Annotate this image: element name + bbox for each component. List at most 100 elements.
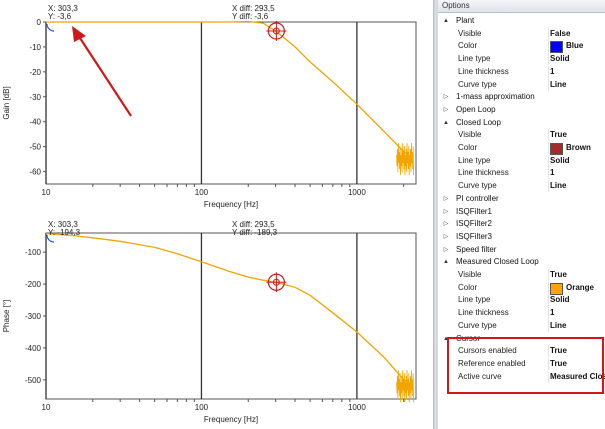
gain-x-tick-label: 10 — [42, 188, 51, 197]
property-name: Line thickness — [458, 308, 509, 318]
property-value[interactable]: True — [550, 130, 567, 140]
phase-chart[interactable]: -100 -200 -300 -400 -500 10 100 1000 Frequency [… — [0, 215, 433, 429]
expand-icon[interactable]: ▷ — [443, 221, 449, 228]
property-color[interactable]: Color Brown — [438, 142, 605, 155]
expand-icon[interactable]: ▷ — [443, 195, 449, 202]
column-divider — [548, 65, 549, 78]
color-swatch[interactable] — [550, 282, 563, 295]
category-closed-loop[interactable]: ▲ Closed Loop — [438, 117, 605, 129]
phase-diff-x-readout: X diff: 293,5 — [232, 220, 275, 229]
category-pi-controller[interactable]: ▷ PI controller — [438, 193, 605, 205]
collapse-icon[interactable]: ▲ — [443, 259, 449, 266]
property-value[interactable]: Solid — [550, 295, 570, 305]
property-line-type[interactable]: Line type Solid — [438, 154, 605, 167]
property-visible[interactable]: Visible True — [438, 269, 605, 281]
column-divider — [548, 345, 549, 358]
gain-active-cursor[interactable] — [266, 20, 287, 41]
property-name: Curve type — [458, 181, 497, 191]
category-label: Cursor — [456, 333, 481, 343]
category-measured-closed-loop[interactable]: ▲ Measured Closed Loop — [438, 256, 605, 268]
property-value[interactable]: Solid — [550, 54, 570, 64]
expand-icon[interactable]: ▷ — [443, 106, 449, 113]
category-label: Measured Closed Loop — [456, 257, 539, 267]
category-1-mass-approximation[interactable]: ▷ 1-mass approximation — [438, 91, 605, 103]
property-value[interactable]: Blue — [566, 41, 584, 51]
phase-y-tick-label: -400 — [25, 344, 42, 353]
phase-x-tick-label: 1000 — [348, 403, 366, 412]
property-name: Reference enabled — [458, 358, 526, 368]
options-panel: Options ▲ Plant Visible False Color Blue Line … — [438, 0, 605, 429]
phase-y-axis-label: Phase [°] — [2, 300, 11, 333]
property-value[interactable]: 1 — [550, 168, 555, 178]
property-value[interactable]: Solid — [550, 155, 570, 165]
property-value[interactable]: Line — [550, 181, 567, 191]
property-value[interactable]: False — [550, 28, 571, 38]
property-color[interactable]: Color Orange — [438, 281, 605, 295]
property-color[interactable]: Color Blue — [438, 40, 605, 54]
property-cursors-enabled[interactable]: Cursors enabled True — [438, 345, 605, 358]
collapse-icon[interactable]: ▲ — [443, 119, 449, 126]
category-plant[interactable]: ▲ Plant — [438, 15, 605, 27]
column-divider — [548, 142, 549, 154]
phase-active-cursor[interactable] — [266, 272, 287, 293]
gain-noise — [396, 143, 414, 176]
column-divider — [548, 27, 549, 40]
expand-icon[interactable]: ▷ — [443, 94, 449, 101]
property-curve-type[interactable]: Curve type Line — [438, 319, 605, 332]
expand-icon[interactable]: ▷ — [443, 208, 449, 215]
color-swatch[interactable] — [550, 41, 563, 54]
category-label: Plant — [456, 16, 475, 25]
property-visible[interactable]: Visible False — [438, 27, 605, 40]
category-isqfilter3[interactable]: ▷ ISQFilter3 — [438, 231, 605, 243]
property-line-thickness[interactable]: Line thickness 1 — [438, 65, 605, 78]
property-value[interactable]: 1 — [550, 308, 555, 318]
phase-y-tick-label: -500 — [25, 376, 42, 385]
category-isqfilter1[interactable]: ▷ ISQFilter1 — [438, 206, 605, 218]
gain-chart[interactable]: 0 -10 -20 -30 -40 -50 -60 10 100 1000 Frequency [H… — [0, 0, 433, 215]
category-cursor[interactable]: ▲ Cursor — [438, 333, 605, 345]
color-swatch[interactable] — [550, 143, 563, 155]
property-name: Cursors enabled — [458, 346, 517, 356]
phase-y-tick-label: -200 — [25, 280, 42, 289]
property-name: Line thickness — [458, 66, 509, 76]
property-reference-enabled[interactable]: Reference enabled True — [438, 357, 605, 370]
property-curve-type[interactable]: Curve type Line — [438, 180, 605, 193]
collapse-icon[interactable]: ▲ — [443, 335, 449, 342]
expand-icon[interactable]: ▷ — [443, 246, 449, 253]
panel-splitter[interactable] — [433, 0, 438, 429]
property-value[interactable]: Brown — [566, 143, 591, 152]
category-label: PI controller — [456, 193, 499, 203]
property-value[interactable]: Line — [550, 320, 567, 330]
property-value[interactable]: Orange — [566, 282, 595, 292]
property-name: Color — [458, 41, 478, 51]
options-header: Options — [438, 0, 605, 13]
column-divider — [548, 78, 549, 91]
phase-reference-cursor[interactable] — [46, 234, 55, 243]
gain-diff-y-readout: Y diff: -3,6 — [232, 12, 269, 21]
property-value[interactable]: Line — [550, 79, 567, 89]
gain-reference-cursor[interactable] — [46, 23, 55, 32]
property-value[interactable]: Measured Clos — [550, 371, 605, 381]
property-line-type[interactable]: Line type Solid — [438, 53, 605, 66]
column-divider — [548, 319, 549, 332]
collapse-icon[interactable]: ▲ — [443, 18, 449, 24]
property-line-thickness[interactable]: Line thickness 1 — [438, 167, 605, 180]
property-value[interactable]: 1 — [550, 66, 555, 76]
category-isqfilter2[interactable]: ▷ ISQFilter2 — [438, 218, 605, 230]
category-speed-filter[interactable]: ▷ Speed filter — [438, 244, 605, 256]
property-curve-type[interactable]: Curve type Line — [438, 78, 605, 91]
category-label: ISQFilter3 — [456, 231, 493, 241]
property-value[interactable]: True — [550, 270, 567, 279]
category-label: Open Loop — [456, 104, 496, 114]
property-line-type[interactable]: Line type Solid — [438, 294, 605, 307]
bode-plot-area[interactable]: 0 -10 -20 -30 -40 -50 -60 10 100 1000 Frequency [H… — [0, 0, 433, 429]
category-open-loop[interactable]: ▷ Open Loop — [438, 104, 605, 116]
phase-plot-frame — [45, 232, 417, 400]
property-visible[interactable]: Visible True — [438, 129, 605, 142]
expand-icon[interactable]: ▷ — [443, 233, 449, 240]
property-value[interactable]: True — [550, 346, 567, 356]
property-line-thickness[interactable]: Line thickness 1 — [438, 307, 605, 320]
phase-x-axis-label: Frequency [Hz] — [204, 415, 258, 424]
property-value[interactable]: True — [550, 358, 567, 368]
property-active-curve[interactable]: Active curve Measured Clos — [438, 370, 605, 383]
